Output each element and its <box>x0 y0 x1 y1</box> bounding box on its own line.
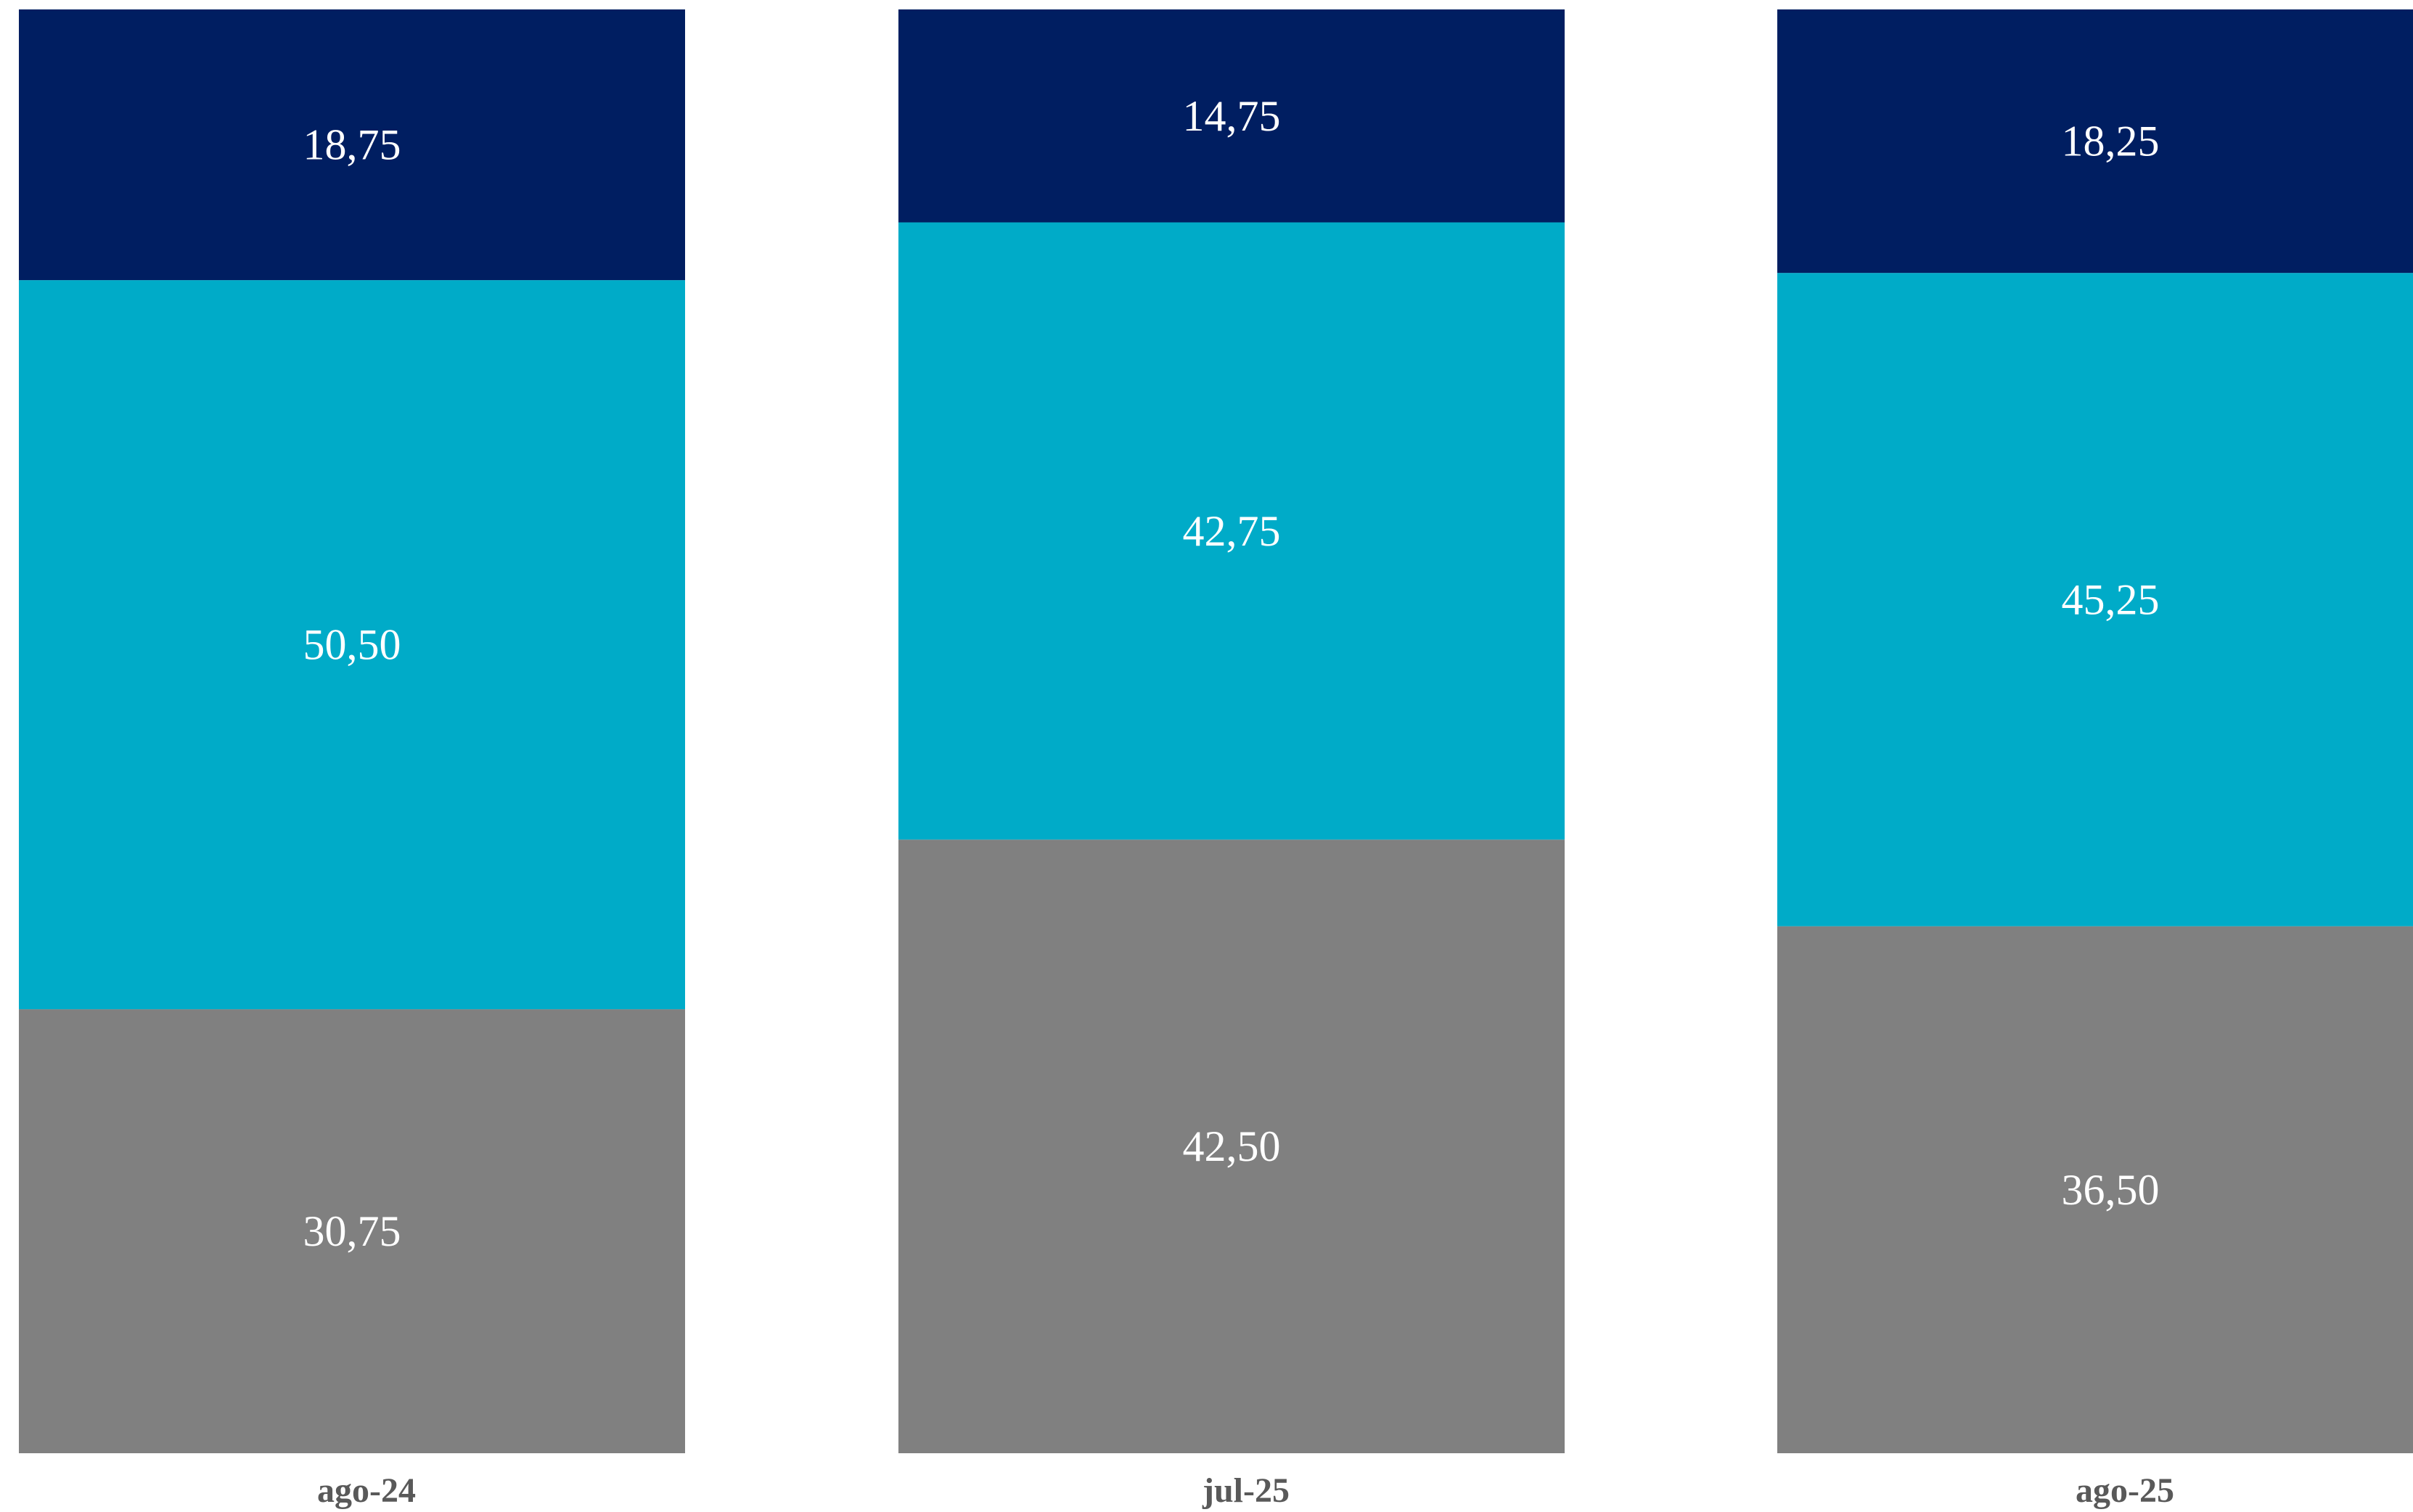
data-label-ago-24-s2: 18,75 <box>303 121 401 169</box>
data-label-jul-25-s1: 42,75 <box>1183 507 1281 555</box>
bar-segment-jul-25-s1 <box>898 222 1565 840</box>
bar-segment-ago-24-s2 <box>19 9 685 281</box>
bar-segment-ago-24-s1 <box>19 280 685 1010</box>
data-label-jul-25-s0: 42,50 <box>1183 1122 1281 1170</box>
bar-segment-ago-25-s2 <box>1777 9 2413 274</box>
x-tick-label-ago-25: ago-25 <box>2076 1471 2174 1510</box>
data-label-ago-25-s1: 45,25 <box>2062 575 2160 623</box>
data-label-ago-25-s2: 18,25 <box>2062 118 2160 165</box>
bar-segment-jul-25-s2 <box>898 9 1565 223</box>
data-labels-layer: 30,75 50,50 18,75 42,50 42,75 14,75 36,50 45,25… <box>303 92 2160 1255</box>
data-label-ago-24-s1: 50,50 <box>303 621 401 669</box>
bars-layer <box>19 9 2413 1453</box>
bar-segment-ago-24-s0 <box>19 1009 685 1453</box>
x-tick-label-jul-25: jul-25 <box>1202 1471 1290 1510</box>
bar-segment-jul-25-s0 <box>898 839 1565 1453</box>
bar-segment-ago-25-s0 <box>1777 926 2413 1453</box>
bar-segment-ago-25-s1 <box>1777 273 2413 926</box>
category-labels-layer: ago-24 jul-25 ago-25 <box>317 1471 2174 1510</box>
data-label-ago-24-s0: 30,75 <box>303 1207 401 1255</box>
data-label-jul-25-s2: 14,75 <box>1183 92 1281 140</box>
x-tick-label-ago-24: ago-24 <box>317 1471 416 1510</box>
data-label-ago-25-s0: 36,50 <box>2062 1166 2160 1214</box>
